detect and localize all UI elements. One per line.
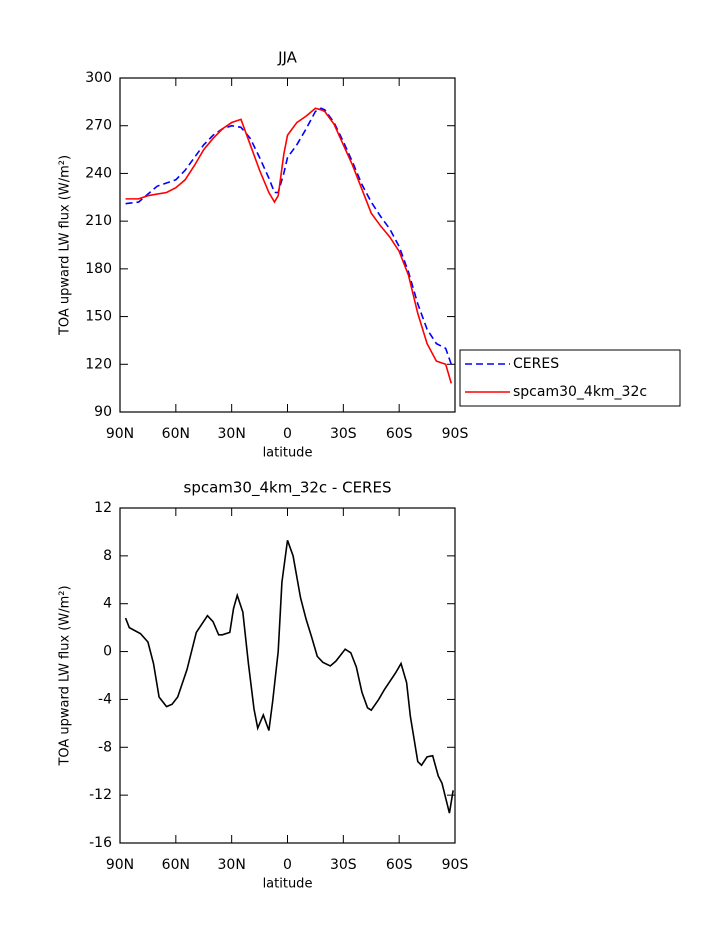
y-tick-label: 180: [85, 261, 112, 277]
x-tick-label: 0: [283, 857, 292, 873]
plot-frame: [119, 77, 456, 413]
y-tick-label: 270: [85, 118, 112, 134]
y-tick-label: 240: [85, 165, 112, 181]
y-tick-label: -12: [89, 787, 112, 803]
y-tick-label: 12: [94, 500, 112, 516]
x-tick-label: 30N: [218, 426, 246, 442]
legend-box: [459, 349, 681, 407]
x-tick-label: 60S: [386, 857, 413, 873]
chart-title: JJA: [277, 49, 298, 67]
line-series: [125, 107, 453, 365]
y-axis-label: TOA upward LW flux (W/m²): [58, 155, 73, 336]
y-tick-label: 4: [103, 596, 112, 612]
x-tick-label: 30N: [218, 857, 246, 873]
x-axis-label: latitude: [263, 446, 313, 461]
line: [124, 540, 454, 814]
y-tick-label: 120: [85, 356, 112, 372]
y-tick-label: 0: [103, 644, 112, 660]
x-tick-label: 90N: [106, 857, 134, 873]
y-tick-label: 210: [85, 213, 112, 229]
y-tick-label: 300: [85, 70, 112, 86]
legend-label: spcam30_4km_32c: [513, 384, 647, 400]
y-tick-label: -4: [98, 691, 112, 707]
line-series: [125, 107, 453, 384]
x-tick-label: 90S: [442, 426, 469, 442]
x-tick-label: 60N: [162, 426, 190, 442]
y-tick-label: -8: [98, 739, 112, 755]
x-tick-label: 30S: [330, 857, 357, 873]
x-tick-label: 90N: [106, 426, 134, 442]
y-tick-label: 8: [103, 548, 112, 564]
chart-title: spcam30_4km_32c - CERES: [184, 479, 392, 498]
legend-label: CERES: [513, 356, 559, 372]
x-tick-label: 60S: [386, 426, 413, 442]
y-tick-label: -16: [89, 835, 112, 851]
y-tick-label: 150: [85, 309, 112, 325]
x-tick-label: 60N: [162, 857, 190, 873]
x-tick-label: 90S: [442, 857, 469, 873]
x-axis-label: latitude: [263, 877, 313, 892]
y-axis-label: TOA upward LW flux (W/m²): [58, 585, 73, 766]
y-tick-label: 90: [94, 404, 112, 420]
x-tick-label: 30S: [330, 426, 357, 442]
x-tick-label: 0: [283, 426, 292, 442]
